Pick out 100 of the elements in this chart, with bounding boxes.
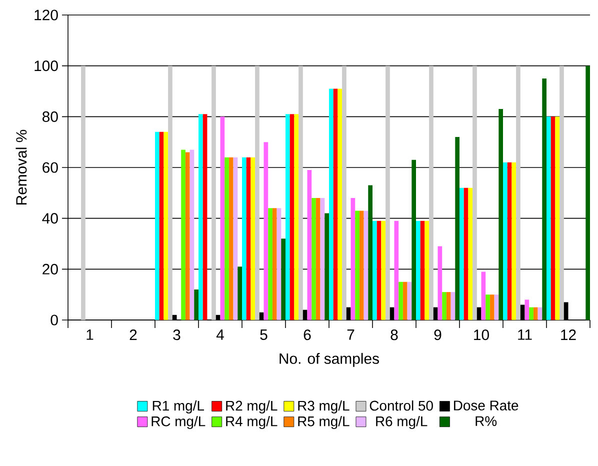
bar — [202, 114, 208, 320]
legend-label: R5 mg/L — [298, 416, 350, 430]
bar — [402, 282, 408, 320]
x-tick-label: 3 — [173, 330, 180, 340]
y-tick-label: 40 — [42, 213, 58, 224]
legend-label: Dose Rate — [454, 400, 518, 410]
bar — [555, 116, 560, 320]
bar — [376, 220, 382, 320]
bar — [233, 157, 238, 320]
bar — [486, 294, 490, 320]
bar — [507, 162, 512, 320]
bar — [268, 208, 272, 320]
bar — [286, 114, 290, 320]
bar — [372, 220, 377, 320]
bar — [407, 282, 412, 320]
bar — [246, 157, 251, 320]
y-tick-label: 0 — [50, 314, 58, 326]
bar — [181, 150, 186, 320]
bar — [220, 116, 225, 320]
legend-label: R2 mg/L — [226, 400, 278, 414]
bar — [512, 162, 516, 320]
legend-label: RC mg/L — [152, 416, 206, 430]
bar — [272, 208, 277, 320]
legend-label: Control 50 — [370, 400, 433, 411]
bar — [212, 66, 216, 320]
bar — [364, 210, 368, 320]
bar — [446, 292, 451, 320]
x-tick-label: 4 — [216, 330, 224, 340]
bar — [155, 132, 160, 320]
bar — [524, 300, 530, 320]
x-tick-label: 11 — [518, 330, 532, 340]
bar — [342, 66, 346, 320]
bar — [350, 198, 356, 320]
bar — [307, 170, 312, 320]
y-tick-label: 120 — [34, 10, 58, 20]
bar — [560, 66, 564, 320]
x-tick-label: 7 — [347, 330, 354, 340]
bar — [468, 188, 473, 320]
bar — [503, 162, 508, 320]
x-tick-label: 5 — [260, 330, 268, 340]
legend-label: R4 mg/L — [226, 416, 278, 430]
bar — [198, 114, 203, 320]
y-tick-label: 60 — [42, 162, 58, 173]
bar — [464, 188, 468, 320]
bar — [281, 238, 286, 320]
x-tick-label: 12 — [561, 330, 576, 340]
bar — [494, 294, 499, 320]
bar — [190, 150, 194, 320]
bar — [185, 152, 190, 320]
bar — [455, 137, 460, 320]
x-tick-label: 9 — [434, 330, 442, 340]
y-tick-label: 100 — [34, 60, 58, 72]
bar — [490, 294, 494, 320]
bar — [586, 66, 590, 320]
bar — [442, 292, 446, 320]
bar — [238, 266, 242, 320]
bar — [312, 198, 316, 320]
y-tick-label: 20 — [42, 264, 58, 274]
bar — [472, 66, 477, 320]
bar — [359, 210, 364, 320]
bar — [294, 114, 299, 320]
bar — [81, 66, 86, 320]
bar — [450, 292, 456, 320]
bar — [290, 114, 294, 320]
legend-label: R3 mg/L — [298, 400, 350, 414]
x-tick-label: 2 — [130, 330, 137, 340]
bar — [338, 88, 342, 320]
bar — [429, 66, 434, 320]
bar — [412, 160, 416, 320]
bar — [386, 66, 390, 320]
bar — [438, 246, 442, 320]
bar — [324, 213, 329, 320]
bar — [394, 220, 399, 320]
bar — [168, 66, 172, 320]
bar — [416, 220, 420, 320]
bar — [368, 185, 373, 320]
bar — [538, 307, 542, 320]
bar — [194, 290, 198, 320]
legend-label: R1 mg/L — [152, 400, 204, 414]
bar — [498, 109, 504, 320]
bar — [481, 272, 486, 320]
y-axis-title: Removal % — [16, 130, 27, 204]
bar — [516, 66, 520, 320]
bar — [242, 157, 246, 320]
bar — [424, 220, 430, 320]
bar — [255, 66, 260, 320]
bar — [164, 132, 168, 320]
x-tick-label: 1 — [86, 330, 94, 340]
bar — [329, 88, 334, 320]
bar — [398, 282, 403, 320]
legend-label: R% — [476, 416, 497, 426]
bar — [533, 307, 538, 320]
bar — [529, 307, 534, 320]
bar — [550, 116, 556, 320]
bar — [224, 157, 229, 320]
bar — [250, 157, 256, 320]
x-axis-title: No. of samples — [280, 352, 379, 367]
bar — [264, 142, 268, 320]
x-tick-label: 6 — [304, 330, 311, 340]
x-tick-label: 8 — [390, 330, 398, 340]
